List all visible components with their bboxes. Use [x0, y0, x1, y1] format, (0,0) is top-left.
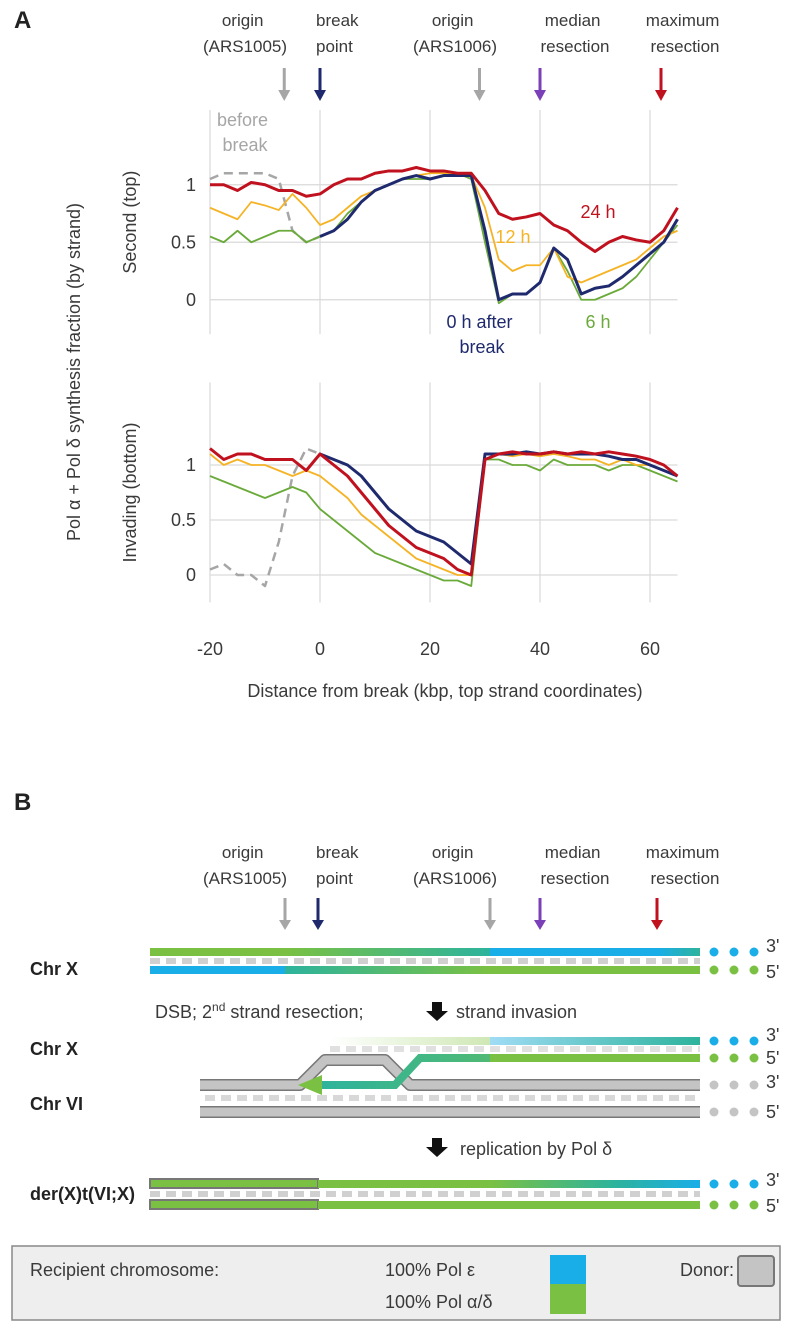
strand-end: 3' [766, 936, 779, 956]
y-axis-title: Second (top) [120, 171, 140, 274]
y-tick-label: 0.5 [171, 510, 196, 530]
strand [150, 966, 285, 974]
strand [318, 1201, 700, 1209]
y-tick-label: 1 [186, 455, 196, 475]
row-label: Chr X [30, 1039, 78, 1059]
row-label: Chr X [30, 959, 78, 979]
annotation: median resection [541, 11, 610, 56]
legend-swatch [737, 1255, 775, 1287]
annotation-arrow [279, 920, 291, 930]
annotation-arrow [312, 920, 324, 930]
legend-text: Donor: [680, 1260, 734, 1280]
strand-end: 3' [766, 1025, 779, 1045]
y-tick-label: 0.5 [171, 232, 196, 252]
series-line [209, 458, 678, 587]
series-line [209, 172, 678, 284]
strand-end: 3' [766, 1072, 779, 1092]
strand [318, 1180, 490, 1188]
step-text: replication by Pol δ [460, 1139, 612, 1159]
y-tick-label: 1 [186, 175, 196, 195]
annotation: maximum resection [646, 843, 724, 888]
legend-swatch [550, 1255, 586, 1284]
series-line [209, 447, 321, 588]
annotation: break point [316, 843, 363, 888]
strand [285, 948, 490, 956]
series-line [209, 172, 679, 305]
legend-swatch [550, 1284, 586, 1314]
strand [149, 1199, 319, 1210]
strand-end: 5' [766, 1048, 779, 1068]
annotation: origin (ARS1005) [203, 11, 287, 56]
dots [709, 1036, 759, 1063]
x-tick-label: -20 [197, 639, 223, 659]
step-text: strand resection; [230, 1002, 363, 1022]
strand-end: 5' [766, 1102, 779, 1122]
y-tick-label: 0 [186, 290, 196, 310]
annotation: origin (ARS1006) [413, 843, 497, 888]
series-label: 0 h after break [446, 312, 517, 357]
dots [709, 947, 759, 975]
step-text: DSB; 2nd strand resection; [155, 1000, 363, 1022]
step-text: DSB; 2 [155, 1002, 212, 1022]
y-axis-title: Invading (bottom) [120, 422, 140, 562]
series-label: before break [217, 110, 273, 155]
annotation: break point [316, 11, 363, 56]
legend-text: Recipient chromosome: [30, 1260, 219, 1280]
annotation: origin (ARS1005) [203, 843, 287, 888]
annotation-arrow [534, 920, 546, 930]
dots [709, 1179, 759, 1210]
series-label: 12 h [495, 227, 530, 247]
annotation-arrow [314, 90, 326, 101]
x-tick-label: 0 [315, 639, 325, 659]
series-line [210, 166, 679, 253]
legend-box [11, 1245, 781, 1321]
x-tick-label: 60 [640, 639, 660, 659]
panel-label: B [14, 789, 31, 816]
x-tick-label: 20 [420, 639, 440, 659]
donor-strand [200, 1055, 700, 1090]
annotation: maximum resection [646, 11, 724, 56]
row-label: der(X)t(VI;X) [30, 1184, 135, 1204]
down-arrow [426, 1002, 448, 1021]
strand-end: 3' [766, 1170, 779, 1190]
annotation: origin (ARS1006) [413, 11, 497, 56]
down-arrow [426, 1138, 448, 1157]
annotation-arrow [473, 90, 486, 101]
annotation-arrow [651, 920, 663, 930]
strand [490, 1180, 700, 1188]
strand [330, 1037, 490, 1045]
strand-tip [298, 1075, 322, 1095]
x-axis-title: Distance from break (kbp, top strand coo… [247, 681, 642, 701]
y-tick-label: 0 [186, 565, 196, 585]
series-label: 24 h [580, 202, 615, 222]
annotation-arrow [484, 920, 496, 930]
legend-text: 100% Pol α/δ [385, 1292, 492, 1312]
strand-end: 5' [766, 962, 779, 982]
strand [490, 948, 700, 956]
x-tick-label: 40 [530, 639, 550, 659]
panel-label: A [14, 7, 31, 34]
series-label: 6 h [585, 312, 610, 332]
superscript: nd [212, 1000, 225, 1014]
dots [709, 1080, 759, 1117]
strand [150, 948, 285, 956]
strand [285, 966, 490, 974]
annotation-arrow [655, 90, 667, 101]
legend-text: 100% Pol ε [385, 1260, 475, 1280]
annotation-arrow [534, 90, 546, 101]
annotation: median resection [541, 843, 610, 888]
step-text: strand invasion [456, 1002, 577, 1022]
y-axis-title: Pol α + Pol δ synthesis fraction (by str… [64, 203, 84, 541]
annotation-arrow [278, 90, 291, 101]
series-line [319, 174, 679, 302]
strand [149, 1178, 319, 1189]
strand [490, 1037, 700, 1045]
series-line [209, 447, 679, 577]
strand [490, 966, 700, 974]
row-label: Chr VI [30, 1094, 83, 1114]
strand-end: 5' [766, 1196, 779, 1216]
diagram: Chr X 3' 5' DSB; 2nd strand resection; st… [11, 936, 781, 1321]
series-line [209, 453, 678, 576]
